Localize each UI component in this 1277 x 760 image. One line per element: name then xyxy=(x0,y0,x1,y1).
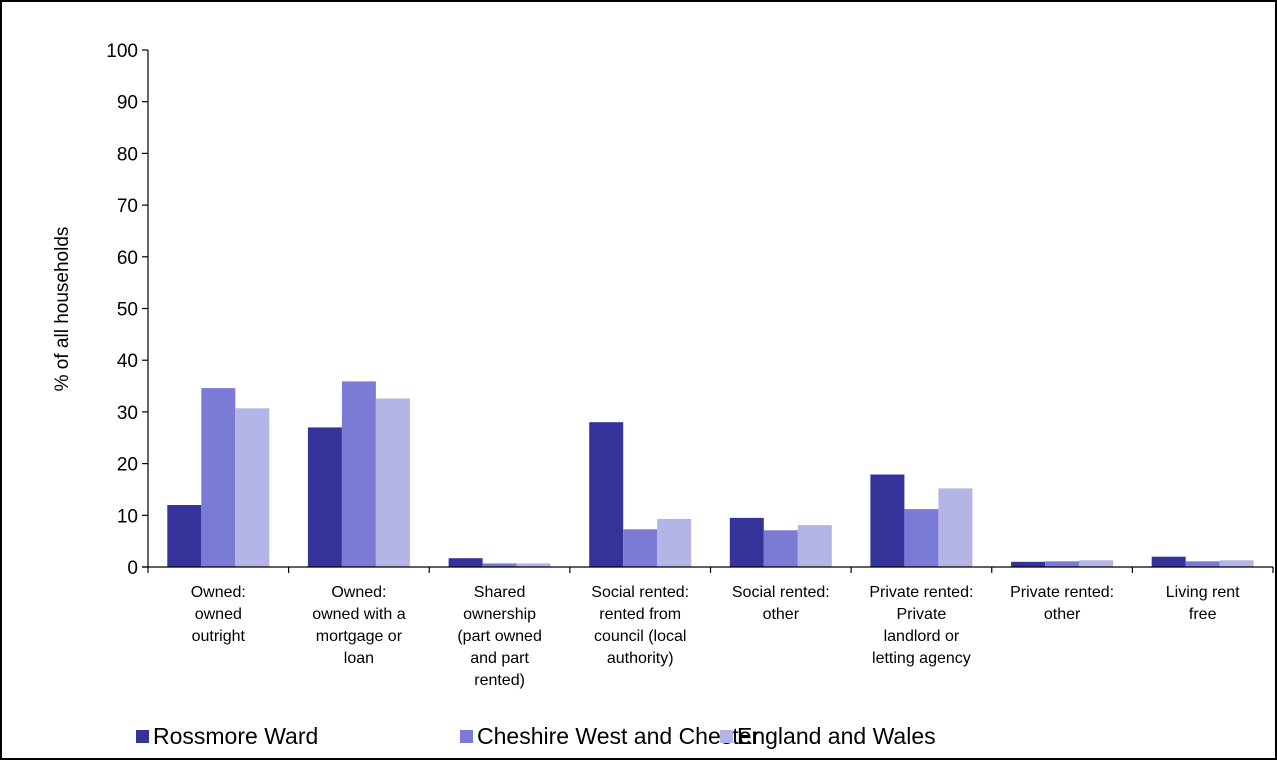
y-tick-label-60: 60 xyxy=(117,248,138,269)
x-category-label-line: rented from xyxy=(599,606,681,623)
legend-label-3: England and Wales xyxy=(737,723,936,749)
x-category-label-2: Owned: owned with a mortgage or loan xyxy=(312,584,405,667)
y-tick-label-10: 10 xyxy=(117,506,138,527)
y-tick-label-40: 40 xyxy=(117,351,138,372)
bar-series-2-cat-6 xyxy=(904,509,939,567)
bar-series-1-cat-6 xyxy=(870,474,905,567)
bar-series-2-cat-3 xyxy=(482,563,517,567)
bar-series-1-cat-1 xyxy=(167,505,202,567)
x-category-label-line: ownership xyxy=(463,606,536,623)
x-category-label-line: Shared xyxy=(474,584,526,601)
bar-series-1-cat-7 xyxy=(1011,561,1046,567)
y-tick-label-0: 0 xyxy=(127,558,138,579)
y-tick-label-30: 30 xyxy=(117,403,138,424)
x-category-label-line: Owned: xyxy=(331,584,386,601)
y-tick-label-20: 20 xyxy=(117,455,138,476)
bar-series-1-cat-4 xyxy=(589,422,624,567)
x-category-label-line: Social rented: xyxy=(732,584,830,601)
x-category-label-line: authority) xyxy=(607,650,674,667)
x-category-label-line: Owned: xyxy=(191,584,246,601)
x-category-label-line: landlord or xyxy=(884,628,960,645)
y-tick-label-50: 50 xyxy=(117,300,138,321)
x-category-label-6: Private rented: Private landlord or letting… xyxy=(869,584,973,667)
y-tick-label-80: 80 xyxy=(117,144,138,165)
plot-area: 0 10 20 30 40 50 60 70 80 90 100 Owned: owned outrigh… xyxy=(106,41,1274,689)
x-category-label-line: free xyxy=(1189,606,1217,623)
x-category-label-line: Social rented: xyxy=(591,584,689,601)
legend-label-1: Rossmore Ward xyxy=(153,723,318,749)
x-category-label-7: Private rented: other xyxy=(1010,584,1114,623)
bar-series-3-cat-8 xyxy=(1219,560,1254,567)
legend-swatch-2 xyxy=(460,730,473,743)
bar-series-1-cat-5 xyxy=(729,517,764,567)
y-tick-label-90: 90 xyxy=(117,93,138,114)
x-category-label-line: outright xyxy=(192,628,246,645)
bar-series-2-cat-2 xyxy=(341,381,376,567)
x-category-label-line: (part owned xyxy=(457,628,542,645)
x-category-label-line: Private rented: xyxy=(869,584,973,601)
bar-series-2-cat-4 xyxy=(623,529,658,567)
bar-series-2-cat-7 xyxy=(1045,561,1080,567)
legend-label-2: Cheshire West and Chester xyxy=(477,723,759,749)
bar-series-3-cat-7 xyxy=(1079,560,1114,567)
x-category-label-line: council (local xyxy=(594,628,686,645)
y-tick-label-70: 70 xyxy=(117,196,138,217)
x-category-label-4: Social rented: rented from council (local a… xyxy=(591,584,689,667)
bar-series-3-cat-6 xyxy=(938,488,973,567)
x-category-label-line: loan xyxy=(344,650,374,667)
x-category-label-3: Shared ownership (part owned and part rented… xyxy=(457,584,542,689)
x-category-label-line: other xyxy=(1044,606,1081,623)
y-tick-label-100: 100 xyxy=(106,41,138,62)
bar-series-2-cat-5 xyxy=(763,530,798,567)
x-category-label-8: Living rent free xyxy=(1166,584,1240,623)
legend-swatch-3 xyxy=(720,730,733,743)
x-category-label-line: other xyxy=(763,606,800,623)
x-category-label-line: Private rented: xyxy=(1010,584,1114,601)
x-category-label-line: owned with a xyxy=(312,606,405,623)
y-axis-title: % of all households xyxy=(52,227,73,392)
bar-series-1-cat-3 xyxy=(448,558,483,567)
bar-series-3-cat-2 xyxy=(375,398,410,567)
bar-series-3-cat-1 xyxy=(235,408,270,567)
bar-series-1-cat-2 xyxy=(307,427,342,567)
x-category-label-line: mortgage or xyxy=(316,628,403,645)
bar-series-3-cat-3 xyxy=(516,563,551,567)
x-category-label-line: owned xyxy=(195,606,242,623)
bar-series-3-cat-4 xyxy=(657,518,692,567)
legend-swatch-1 xyxy=(136,730,149,743)
bar-series-3-cat-5 xyxy=(797,525,832,567)
x-category-label-line: Private xyxy=(897,606,947,623)
bar-series-2-cat-1 xyxy=(201,388,236,567)
x-category-label-line: Living rent xyxy=(1166,584,1240,601)
x-category-label-line: rented) xyxy=(474,672,525,689)
bar-series-2-cat-8 xyxy=(1185,561,1220,567)
x-category-label-5: Social rented: other xyxy=(732,584,830,623)
x-category-label-line: letting agency xyxy=(872,650,971,667)
legend: Rossmore Ward Cheshire West and ChesterEn… xyxy=(136,723,936,749)
x-category-label-1: Owned: owned outright xyxy=(191,584,246,645)
bar-series-1-cat-8 xyxy=(1151,556,1186,567)
x-category-label-line: and part xyxy=(470,650,529,667)
